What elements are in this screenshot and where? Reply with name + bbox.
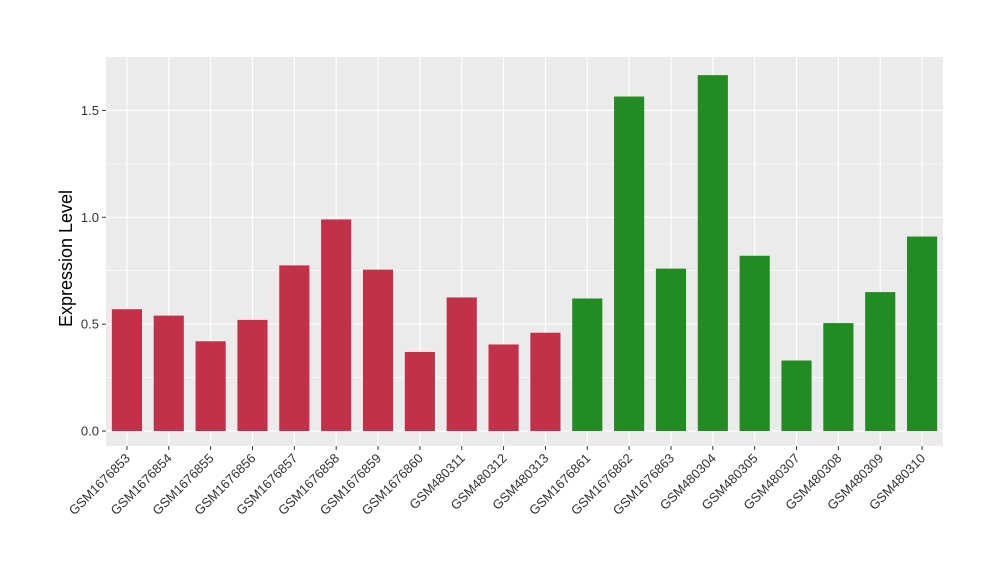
bar-GSM1676859 bbox=[362, 269, 394, 432]
x-axis: GSM1676853GSM1676854GSM1676855GSM1676856… bbox=[66, 446, 928, 518]
plot-panel bbox=[106, 57, 943, 446]
bar-GSM480312 bbox=[488, 344, 519, 432]
y-tick-label: 1.5 bbox=[81, 103, 99, 118]
y-tick-label: 1.0 bbox=[81, 210, 99, 225]
bar-GSM480310 bbox=[907, 236, 938, 432]
bar-GSM1676858 bbox=[321, 219, 352, 432]
bar-GSM1676854 bbox=[153, 315, 184, 432]
bars bbox=[111, 75, 938, 432]
bar-GSM1676857 bbox=[279, 265, 310, 432]
bar-GSM1676860 bbox=[404, 351, 435, 432]
bar-GSM1676853 bbox=[111, 309, 142, 432]
y-tick-label: 0.5 bbox=[81, 317, 99, 332]
bar-GSM1676863 bbox=[655, 268, 687, 432]
y-axis-title: Expression Level bbox=[56, 190, 76, 327]
bar-GSM1676855 bbox=[195, 341, 226, 432]
bar-GSM1676862 bbox=[614, 96, 645, 432]
bar-GSM480304 bbox=[697, 75, 728, 432]
y-tick-label: 0.0 bbox=[81, 424, 99, 439]
y-axis: 0.0 0.5 1.0 1.5 bbox=[81, 103, 106, 439]
bar-GSM480309 bbox=[865, 292, 896, 432]
bar-GSM480311 bbox=[446, 297, 477, 432]
bar-GSM480313 bbox=[530, 332, 561, 432]
bar-GSM480305 bbox=[739, 255, 770, 432]
bar-GSM480308 bbox=[823, 323, 854, 432]
bar-GSM1676856 bbox=[237, 319, 268, 432]
bar-GSM1676861 bbox=[572, 298, 603, 432]
bar-GSM480307 bbox=[781, 360, 812, 432]
